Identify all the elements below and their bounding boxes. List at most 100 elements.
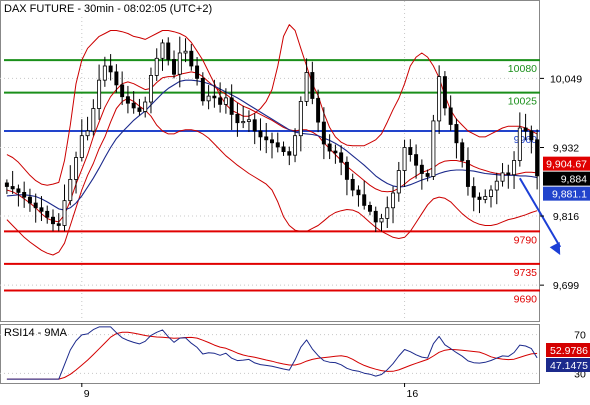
candle-body bbox=[235, 114, 240, 124]
candle-body bbox=[304, 72, 309, 102]
candle-body bbox=[293, 135, 298, 156]
candle-body bbox=[350, 179, 355, 191]
candle-body bbox=[252, 119, 257, 132]
candle-body bbox=[195, 65, 200, 79]
candle-body bbox=[344, 161, 349, 180]
candle bbox=[414, 144, 419, 179]
candle-body bbox=[91, 108, 96, 132]
time-axis: 9 16 bbox=[81, 383, 418, 400]
candle bbox=[16, 184, 21, 207]
price-badge-bg bbox=[543, 186, 590, 201]
candle-body bbox=[489, 189, 493, 197]
candle-body bbox=[396, 170, 401, 194]
price-badge-text: 9,881.1 bbox=[552, 189, 587, 201]
candle-body bbox=[166, 42, 171, 60]
candle-body bbox=[114, 71, 119, 86]
bollinger-bands bbox=[6, 24, 538, 256]
candle bbox=[10, 170, 15, 194]
candle bbox=[454, 118, 459, 159]
candle bbox=[287, 146, 292, 166]
candle bbox=[223, 88, 228, 114]
candle-body bbox=[241, 121, 246, 124]
candle bbox=[154, 48, 159, 81]
candle-body bbox=[27, 196, 32, 204]
candle-body bbox=[183, 50, 188, 54]
candle bbox=[477, 192, 482, 214]
candle-body bbox=[74, 157, 79, 180]
candle bbox=[218, 82, 223, 113]
candle-body bbox=[385, 207, 390, 219]
candle bbox=[316, 89, 321, 133]
candle bbox=[419, 159, 424, 190]
candle bbox=[425, 169, 430, 182]
chart-title: DAX FUTURE - 30min - 08:02:05 (UTC+2) bbox=[4, 3, 212, 15]
price-tick-label-2: 9,816 bbox=[553, 211, 579, 223]
candle bbox=[131, 91, 136, 114]
candle bbox=[241, 105, 246, 129]
candle bbox=[465, 147, 470, 196]
candle bbox=[483, 189, 488, 204]
candle-body bbox=[206, 95, 211, 102]
candle-body bbox=[200, 77, 205, 102]
candle-body bbox=[500, 172, 505, 182]
candle bbox=[137, 98, 142, 116]
candle-body bbox=[523, 127, 528, 132]
candle-body bbox=[258, 130, 263, 138]
candle-body bbox=[362, 194, 367, 206]
candle-body bbox=[62, 200, 67, 226]
candle bbox=[298, 96, 303, 152]
candle bbox=[148, 67, 153, 114]
price-badge-bg bbox=[543, 156, 590, 171]
candle-body bbox=[494, 180, 499, 191]
candle bbox=[189, 43, 194, 71]
candle-body bbox=[437, 76, 442, 122]
candle-body bbox=[402, 147, 407, 171]
candle-body bbox=[298, 101, 303, 137]
rsi-tick-label-0: 70 bbox=[574, 330, 586, 342]
candle-body bbox=[535, 139, 540, 177]
title-box bbox=[1, 1, 235, 16]
candle bbox=[396, 161, 401, 202]
bollinger-lower bbox=[6, 98, 538, 256]
rsi-badge-0: 52.9786 bbox=[546, 343, 590, 357]
candle bbox=[62, 184, 67, 232]
rsi-line bbox=[6, 326, 538, 380]
candle-body bbox=[460, 142, 465, 161]
candle bbox=[166, 37, 171, 66]
candle bbox=[33, 193, 38, 223]
candle bbox=[373, 206, 378, 232]
candle bbox=[229, 84, 234, 131]
rsi-lines bbox=[6, 326, 538, 380]
candle bbox=[327, 134, 332, 160]
candle bbox=[535, 129, 540, 190]
candle-body bbox=[442, 76, 447, 109]
candle-body bbox=[212, 95, 217, 99]
rsi-panel bbox=[0, 324, 540, 384]
candle-body bbox=[425, 173, 430, 177]
candle-body bbox=[68, 179, 73, 202]
bollinger-upper bbox=[6, 24, 538, 186]
candle bbox=[460, 138, 465, 168]
candle bbox=[512, 151, 517, 189]
candle-body bbox=[154, 57, 159, 76]
rsi-badge-text: 47.1475 bbox=[550, 360, 588, 372]
candle bbox=[51, 209, 55, 232]
level-label-10080: 10080 bbox=[508, 63, 537, 75]
level-label-9735: 9735 bbox=[514, 267, 538, 279]
candle-body bbox=[125, 96, 130, 104]
candle-body bbox=[471, 186, 476, 198]
price-badge-text: 9,884 bbox=[561, 174, 587, 186]
candle-body bbox=[51, 216, 55, 225]
candle bbox=[442, 71, 447, 116]
candle bbox=[177, 36, 182, 88]
candle-body bbox=[506, 172, 511, 176]
candle-body bbox=[483, 196, 488, 200]
candle bbox=[529, 125, 534, 154]
candle-body bbox=[408, 147, 413, 155]
price-tick-label-1: 9,932 bbox=[553, 143, 579, 155]
candle-body bbox=[270, 139, 274, 144]
candle bbox=[333, 144, 338, 164]
candle bbox=[74, 151, 79, 194]
